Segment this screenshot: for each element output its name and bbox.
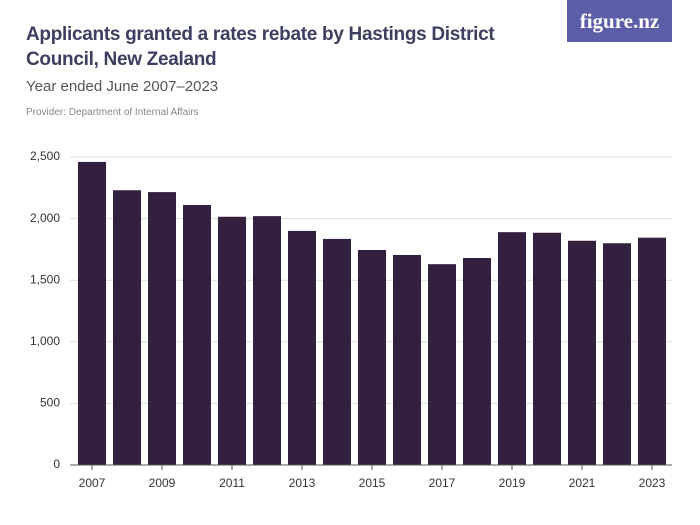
- x-tick-label: 2007: [79, 476, 106, 490]
- bar: [148, 192, 176, 465]
- bar: [568, 240, 596, 465]
- bar: [183, 205, 211, 465]
- bar: [463, 258, 491, 465]
- x-tick-label: 2009: [149, 476, 176, 490]
- bar: [253, 216, 281, 465]
- y-tick-label: 500: [40, 396, 60, 410]
- bar: [638, 237, 666, 465]
- chart-subtitle: Year ended June 2007–2023: [26, 78, 219, 95]
- bar: [113, 190, 141, 465]
- y-tick-label: 2,500: [30, 149, 60, 163]
- bar: [428, 264, 456, 465]
- bar: [358, 250, 386, 465]
- bar: [533, 232, 561, 465]
- y-tick-label: 1,500: [30, 272, 60, 286]
- brand-logo[interactable]: figure.nz: [567, 0, 672, 42]
- x-tick-label: 2023: [639, 476, 666, 490]
- y-tick-label: 1,000: [30, 334, 60, 348]
- chart-title: Applicants granted a rates rebate by Has…: [26, 24, 495, 70]
- x-tick-label: 2019: [499, 476, 526, 490]
- bar: [603, 243, 631, 465]
- bar: [393, 254, 421, 465]
- x-tick-label: 2021: [569, 476, 596, 490]
- x-tick-label: 2017: [429, 476, 456, 490]
- x-tick-label: 2013: [289, 476, 316, 490]
- bar: [323, 238, 351, 465]
- bar: [288, 230, 316, 465]
- x-tick-label: 2011: [219, 476, 245, 490]
- y-tick-label: 2,000: [30, 211, 60, 225]
- bar: [218, 216, 246, 465]
- chart-source: Provider: Department of Internal Affairs: [26, 107, 199, 118]
- y-tick-label: 0: [53, 457, 60, 471]
- bar: [78, 161, 106, 466]
- x-tick-label: 2015: [359, 476, 386, 490]
- bar: [498, 232, 526, 465]
